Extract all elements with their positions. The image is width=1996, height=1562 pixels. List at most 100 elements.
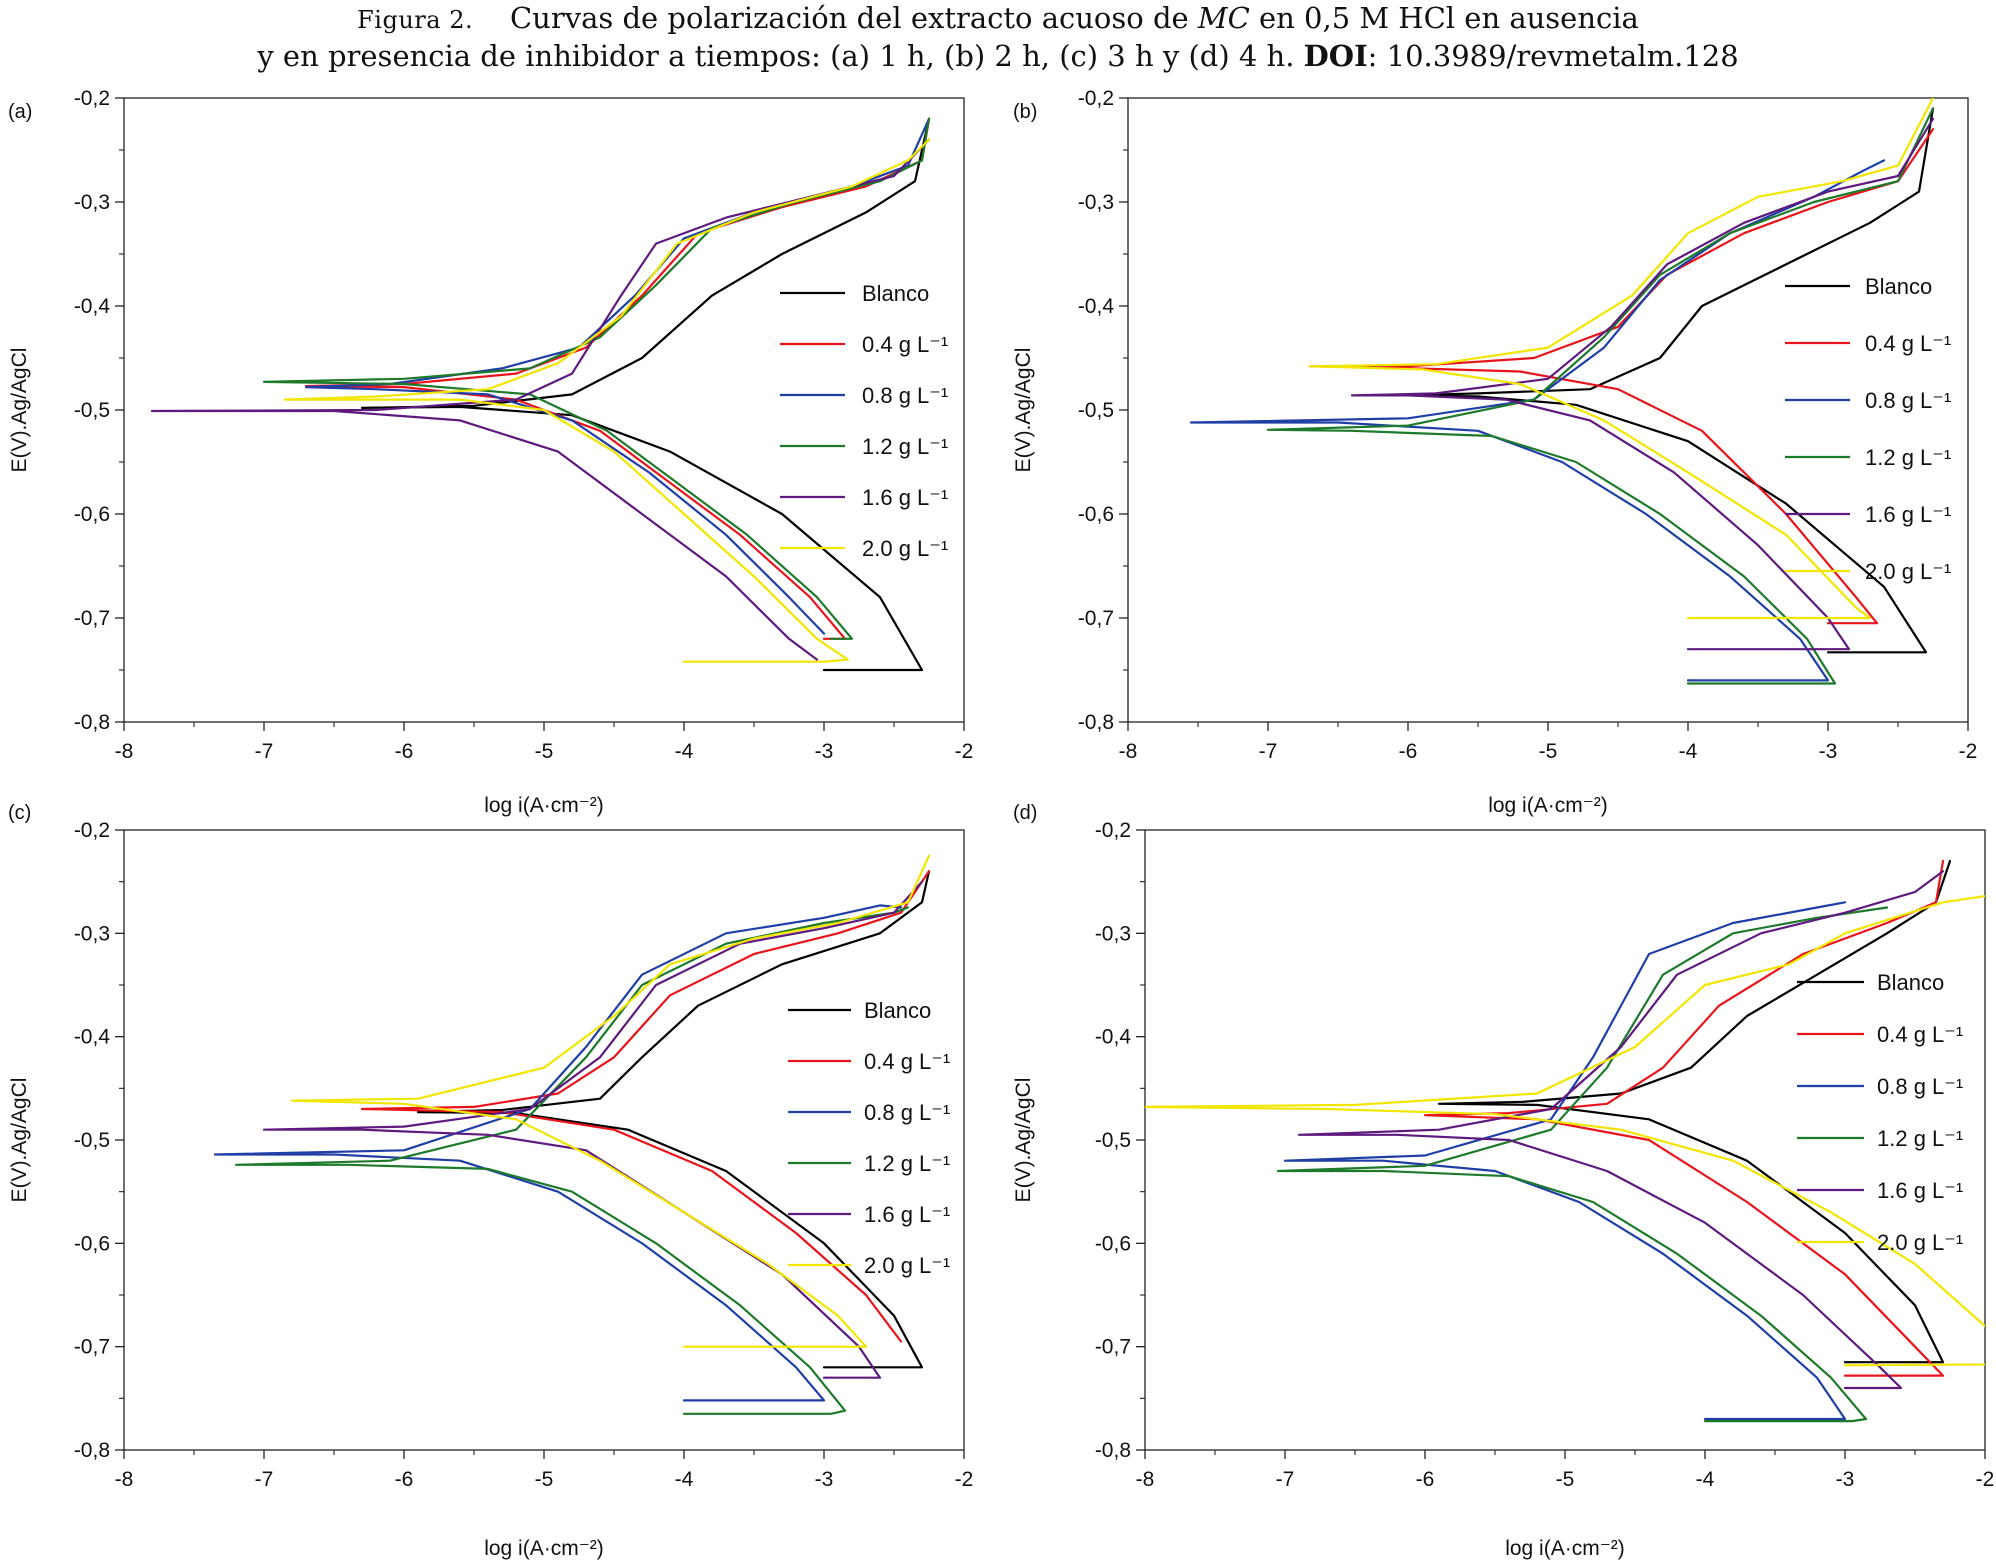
- caption-text-1b: MC: [1197, 1, 1250, 35]
- x-tick-label: -7: [255, 1468, 274, 1491]
- y-axis-title: E(V).Ag/AgCl: [8, 348, 31, 473]
- panel-label: (b): [1013, 101, 1037, 123]
- x-tick-label: -2: [1959, 740, 1978, 763]
- panel-label: (c): [8, 802, 31, 824]
- x-tick-label: -5: [535, 1468, 554, 1491]
- series-line: [1308, 98, 1935, 620]
- x-tick-label: -6: [1399, 740, 1418, 763]
- legend-label: Blanco: [864, 998, 931, 1023]
- series-line: [1406, 107, 1935, 654]
- y-tick-label: -0,4: [1095, 1026, 1132, 1049]
- x-tick-label: -3: [815, 1468, 834, 1491]
- x-tick-label: -3: [1819, 740, 1838, 763]
- legend-label: 1.2 g L⁻¹: [1877, 1126, 1963, 1151]
- legend-label: 0.4 g L⁻¹: [1865, 331, 1951, 356]
- y-axis-title: E(V).Ag/AgCl: [1012, 348, 1035, 473]
- series-line: [304, 117, 931, 635]
- y-axis-title: E(V).Ag/AgCl: [8, 1078, 31, 1203]
- panel-label: (d): [1013, 802, 1037, 824]
- chart-panel: -8 -7 -6 -5 -4 -3 -2 -0,2 -0,3 -0,4 -0,5 -0,6 -0,7 -0…: [1012, 87, 1977, 817]
- caption-line-2: y en presencia de inhibidor a tiempos: (…: [0, 38, 1996, 74]
- legend-label: 1.2 g L⁻¹: [862, 434, 948, 459]
- y-tick-label: -0,3: [74, 191, 110, 214]
- y-tick-label: -0,3: [1078, 191, 1114, 214]
- legend-label: 1.6 g L⁻¹: [1865, 502, 1951, 527]
- series-line: [283, 138, 931, 663]
- x-tick-label: -4: [675, 740, 694, 763]
- series-line: [1276, 906, 1889, 1423]
- y-tick-label: -0,7: [74, 1336, 110, 1359]
- x-tick-label: -7: [1276, 1468, 1295, 1491]
- y-tick-label: -0,4: [74, 1026, 111, 1049]
- x-tick-label: -8: [1136, 1468, 1155, 1491]
- y-tick-label: -0,3: [74, 922, 110, 945]
- y-tick-label: -0,2: [74, 87, 110, 110]
- x-tick-label: -3: [1836, 1468, 1855, 1491]
- x-tick-label: -5: [1539, 740, 1558, 763]
- series-group: [1189, 98, 1935, 685]
- x-tick-label: -6: [395, 1468, 414, 1491]
- series-group: [150, 117, 931, 672]
- x-tick-label: -6: [395, 740, 414, 763]
- y-tick-label: -0,7: [74, 607, 110, 630]
- y-tick-label: -0,2: [1078, 87, 1114, 110]
- legend-label: 2.0 g L⁻¹: [864, 1253, 950, 1278]
- x-axis-title: log i(A·cm⁻²): [484, 1537, 604, 1560]
- series-line: [416, 870, 931, 1369]
- series-line: [290, 854, 931, 1348]
- figure-caption: Figura 2. Curvas de polarización del ext…: [0, 0, 1996, 74]
- series-group: [1145, 859, 1985, 1423]
- legend-label: 0.8 g L⁻¹: [862, 383, 948, 408]
- legend-label: 2.0 g L⁻¹: [862, 536, 948, 561]
- y-tick-label: -0,7: [1078, 607, 1114, 630]
- series-line: [1189, 159, 1886, 682]
- legend-label: Blanco: [1865, 274, 1932, 299]
- x-axis-title: log i(A·cm⁻²): [1488, 794, 1608, 817]
- legend-label: 1.2 g L⁻¹: [1865, 445, 1951, 470]
- series-line: [262, 880, 924, 1379]
- y-tick-label: -0,8: [1095, 1439, 1131, 1462]
- y-tick-label: -0,5: [1095, 1129, 1131, 1152]
- legend-label: 2.0 g L⁻¹: [1865, 559, 1951, 584]
- legend-label: 0.8 g L⁻¹: [864, 1100, 950, 1125]
- x-tick-label: -8: [1119, 740, 1138, 763]
- caption-line-1: Figura 2. Curvas de polarización del ext…: [0, 0, 1996, 38]
- series-line: [262, 117, 931, 640]
- series-line: [213, 904, 903, 1402]
- x-axis-title: log i(A·cm⁻²): [1505, 1537, 1625, 1560]
- y-tick-label: -0,6: [1078, 503, 1114, 526]
- legend-label: 1.6 g L⁻¹: [1877, 1178, 1963, 1203]
- legend-label: 0.4 g L⁻¹: [1877, 1022, 1963, 1047]
- legend-label: 2.0 g L⁻¹: [1877, 1230, 1963, 1255]
- series-line: [1145, 895, 1985, 1367]
- legend-label: 0.8 g L⁻¹: [1865, 388, 1951, 413]
- series-line: [1297, 870, 1945, 1390]
- x-tick-label: -4: [675, 1468, 694, 1491]
- series-group: [213, 854, 931, 1415]
- x-tick-label: -5: [1556, 1468, 1575, 1491]
- y-tick-label: -0,8: [1078, 711, 1114, 734]
- caption-label: Figura 2.: [357, 6, 474, 34]
- legend-label: 1.6 g L⁻¹: [864, 1202, 950, 1227]
- y-tick-label: -0,6: [1095, 1232, 1131, 1255]
- legend-label: Blanco: [1877, 970, 1944, 995]
- legend-label: Blanco: [862, 281, 929, 306]
- caption-text-1a: Curvas de polarización del extracto acuo…: [509, 1, 1198, 35]
- y-tick-label: -0,2: [74, 819, 110, 842]
- y-tick-label: -0,8: [74, 711, 110, 734]
- x-tick-label: -3: [815, 740, 834, 763]
- x-tick-label: -2: [1976, 1468, 1995, 1491]
- y-tick-label: -0,3: [1095, 922, 1131, 945]
- series-line: [150, 138, 931, 661]
- x-tick-label: -8: [115, 740, 134, 763]
- x-tick-label: -6: [1416, 1468, 1435, 1491]
- y-tick-label: -0,4: [1078, 295, 1115, 318]
- x-tick-label: -8: [115, 1468, 134, 1491]
- series-line: [234, 906, 910, 1415]
- series-line: [1266, 107, 1935, 685]
- series-line: [1283, 901, 1847, 1421]
- caption-doi: DOI: [1303, 39, 1368, 73]
- y-tick-label: -0,6: [74, 1232, 110, 1255]
- y-tick-label: -0,6: [74, 503, 110, 526]
- x-tick-label: -2: [955, 740, 974, 763]
